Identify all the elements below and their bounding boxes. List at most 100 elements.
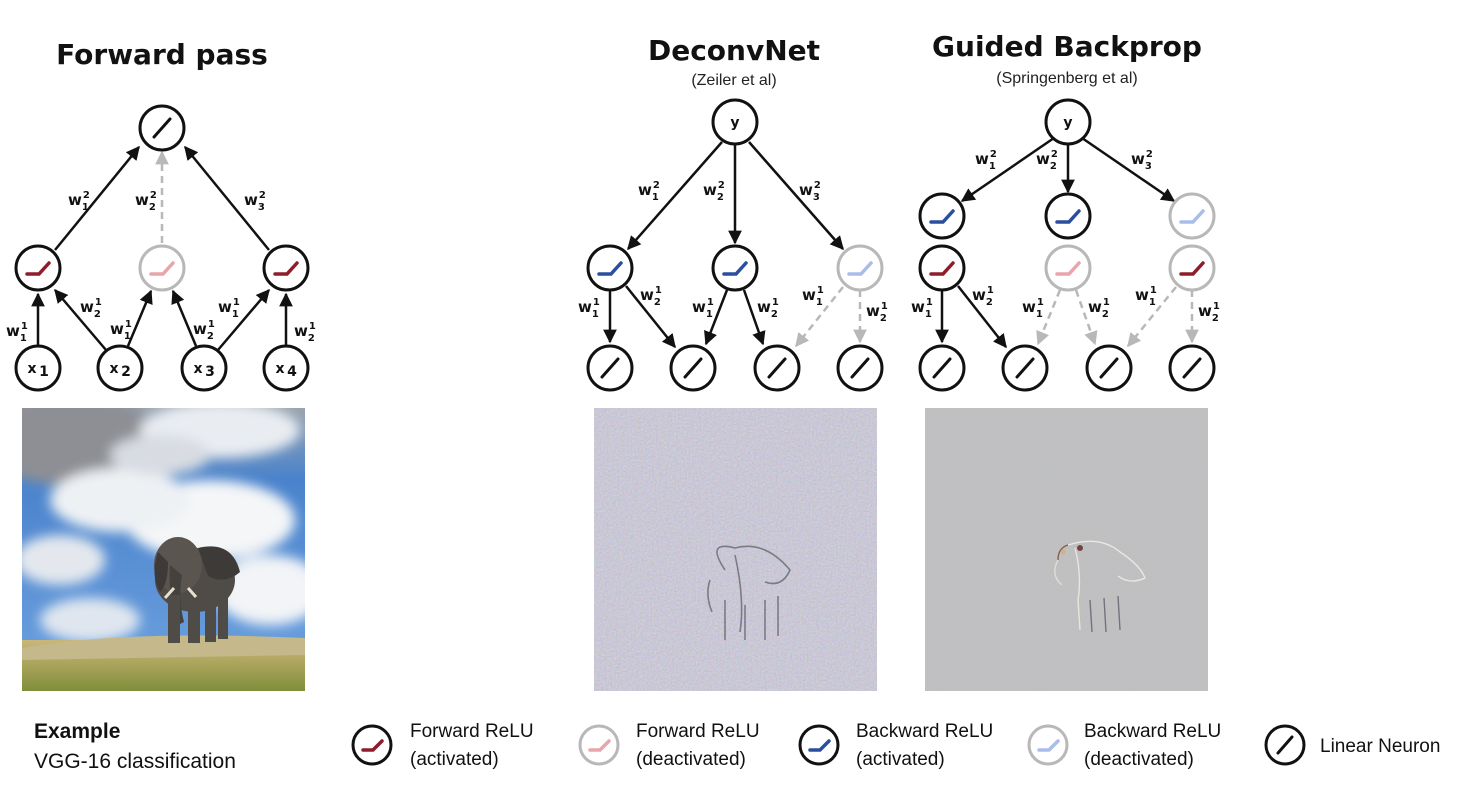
svg-text:Forward ReLU: Forward ReLU	[636, 721, 760, 742]
weight-label: w22	[1036, 149, 1058, 172]
edge-y-h1	[960, 136, 1055, 203]
weight-label: w12	[68, 190, 90, 213]
edge-h1-x2	[957, 285, 1007, 349]
linear-neuron-node	[753, 344, 801, 392]
svg-text:1: 1	[39, 364, 49, 380]
linear-neuron-node	[836, 344, 884, 392]
guided-backprop-citation: (Springenberg et al)	[996, 70, 1137, 87]
legend-item-linear-neuron: Linear Neuron	[1264, 724, 1440, 766]
weight-label: w11	[1022, 297, 1044, 320]
example-caption: Example VGG-16 classification	[34, 720, 236, 773]
svg-text:x: x	[275, 361, 284, 377]
svg-text:Linear Neuron: Linear Neuron	[1320, 736, 1440, 757]
forward-relu-activated-node	[14, 244, 62, 292]
example-subtitle: VGG-16 classification	[34, 750, 236, 773]
legend: Forward ReLU (activated) Forward ReLU (d…	[351, 721, 1440, 770]
deconvnet-saliency-map	[594, 408, 877, 691]
svg-text:y: y	[730, 115, 739, 131]
svg-text:y: y	[1063, 115, 1072, 131]
edge-y-h3	[1081, 136, 1176, 203]
backward-relu-activated-node	[711, 244, 759, 292]
weight-label: w21	[640, 285, 662, 308]
weight-label: w22	[703, 180, 725, 203]
edge-x3-h3	[217, 288, 270, 351]
weight-label: w11	[802, 285, 824, 308]
weight-label: w21	[80, 297, 102, 320]
elephant-photo	[22, 408, 305, 691]
backward-relu-activated-icon	[798, 724, 840, 766]
edge-h2-x2	[704, 289, 729, 346]
linear-neuron-node	[918, 344, 966, 392]
backward-relu-activated-node	[586, 244, 634, 292]
forward-relu-deactivated-node	[138, 244, 186, 292]
weight-label: w11	[911, 297, 933, 320]
weight-label: w21	[972, 285, 994, 308]
weight-label: w11	[578, 297, 600, 320]
weight-label: w21	[193, 319, 215, 342]
svg-text:Forward ReLU: Forward ReLU	[410, 721, 534, 742]
weight-label: w21	[1088, 297, 1110, 320]
weight-label: w11	[692, 297, 714, 320]
edge-x2-h1	[54, 288, 107, 351]
linear-neuron-node	[1085, 344, 1133, 392]
svg-text:(deactivated): (deactivated)	[636, 749, 746, 770]
edge-x3-h2	[171, 289, 198, 347]
edge-h3-x3	[795, 286, 844, 348]
example-title: Example	[34, 720, 120, 743]
weight-label: w32	[244, 190, 266, 213]
edge-w3-up	[184, 145, 270, 251]
input-node-x3: x 3	[180, 344, 228, 392]
legend-item-forward-relu-deactivated: Forward ReLU (deactivated)	[578, 721, 760, 770]
guided-backprop-panel: Guided Backprop (Springenberg et al) w12…	[911, 30, 1220, 691]
linear-neuron-node	[1001, 344, 1049, 392]
edge-h3-x3	[1127, 286, 1177, 348]
forward-relu-activated-node	[1168, 244, 1216, 292]
forward-relu-activated-node	[262, 244, 310, 292]
weight-label: w21	[1198, 301, 1220, 324]
forward-relu-activated-icon	[351, 724, 393, 766]
svg-text:Backward ReLU: Backward ReLU	[1084, 721, 1221, 742]
input-node-x4: x 4	[262, 344, 310, 392]
forward-relu-deactivated-node	[1044, 244, 1092, 292]
input-node-x2: x 2	[96, 344, 144, 392]
backward-relu-deactivated-node	[836, 244, 884, 292]
legend-item-backward-relu-deactivated: Backward ReLU (deactivated)	[1027, 721, 1221, 770]
legend-item-backward-relu-activated: Backward ReLU (activated)	[798, 721, 993, 770]
input-node-x1: x 1	[14, 344, 62, 392]
weight-label: w11	[6, 321, 28, 344]
svg-text:x: x	[193, 361, 202, 377]
deconvnet-citation: (Zeiler et al)	[691, 72, 776, 89]
guided-backprop-saliency-map	[925, 408, 1208, 691]
edge-w1-up	[54, 145, 140, 251]
edge-h2-x3	[742, 289, 766, 346]
svg-text:(activated): (activated)	[410, 749, 499, 770]
edge-h2-x2	[1036, 289, 1062, 346]
legend-item-forward-relu-activated: Forward ReLU (activated)	[351, 721, 534, 770]
svg-text:3: 3	[205, 364, 215, 380]
svg-text:Backward ReLU: Backward ReLU	[856, 721, 993, 742]
forward-relu-activated-node	[918, 244, 966, 292]
weight-label: w21	[294, 321, 316, 344]
svg-text:(activated): (activated)	[856, 749, 945, 770]
linear-neuron-node	[586, 344, 634, 392]
guided-backprop-title: Guided Backprop	[932, 30, 1202, 63]
svg-text:2: 2	[121, 364, 131, 380]
svg-text:(deactivated): (deactivated)	[1084, 749, 1194, 770]
deconvnet-title: DeconvNet	[648, 34, 820, 67]
forward-pass-title: Forward pass	[56, 38, 268, 71]
forward-pass-panel: Forward pass w12 w22 w32 w11 w21 w11 w21…	[6, 38, 316, 691]
weight-label: w32	[1131, 149, 1153, 172]
svg-text:x: x	[109, 361, 118, 377]
edge-h2-x3	[1074, 289, 1098, 346]
backward-relu-activated-node	[918, 192, 966, 240]
edge-y-h3	[748, 141, 844, 251]
linear-neuron-node	[1168, 344, 1216, 392]
linear-neuron-node	[138, 104, 186, 152]
edge-x2-h2	[126, 289, 153, 347]
deconvnet-panel: DeconvNet (Zeiler et al) w12 w22 w32 w11…	[578, 34, 888, 691]
weight-label: w32	[799, 180, 821, 203]
backward-relu-deactivated-icon	[1027, 724, 1069, 766]
weight-label: w11	[218, 297, 240, 320]
backward-relu-deactivated-node	[1168, 192, 1216, 240]
